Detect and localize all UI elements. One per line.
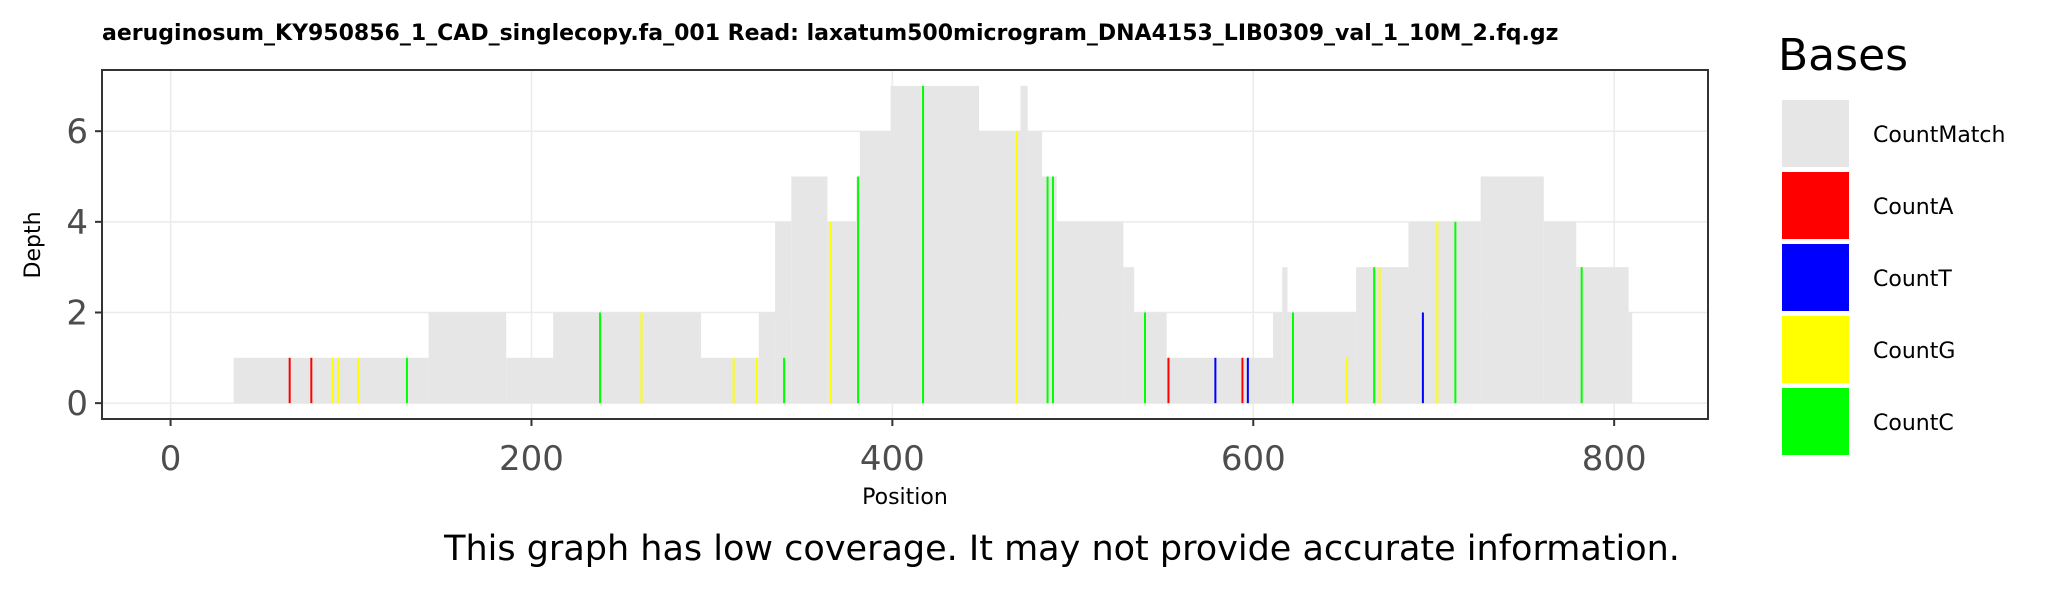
y-axis-label: Depth	[21, 211, 46, 278]
mismatch-bar-G	[1436, 221, 1439, 404]
legend: CountMatch CountA CountT CountG CountC	[1782, 100, 2005, 455]
mismatch-bar-C	[857, 176, 860, 404]
coverage-bar	[1042, 176, 1057, 404]
mismatch-bar-G	[830, 221, 833, 404]
y-tick-label: 6	[66, 112, 88, 152]
legend-swatch-countc	[1782, 388, 1849, 455]
mismatch-bar-T	[1421, 312, 1424, 404]
coverage-bar	[1282, 267, 1288, 404]
mismatch-bars	[288, 85, 1583, 404]
coverage-bar	[859, 131, 891, 404]
coverage-bar	[827, 221, 857, 404]
mismatch-bar-C	[599, 312, 602, 404]
mismatch-bar-G	[732, 357, 735, 404]
legend-label-counta: CountA	[1873, 195, 1953, 220]
mismatch-bar-T	[1246, 357, 1249, 404]
mismatch-bar-G	[1378, 267, 1381, 404]
mismatch-bar-C	[1051, 176, 1054, 404]
mismatch-bar-G	[1346, 357, 1349, 404]
coverage-bar	[701, 357, 759, 404]
mismatch-bar-A	[1167, 357, 1170, 404]
coverage-bar	[1273, 312, 1283, 404]
chart-title: aeruginosum_KY950856_1_CAD_singlecopy.fa…	[102, 21, 1558, 46]
legend-title: Bases	[1778, 30, 1908, 81]
mismatch-bar-G	[640, 312, 643, 404]
coverage-bar	[1628, 312, 1633, 404]
plot-border	[101, 69, 1709, 420]
coverage-bar	[506, 357, 554, 404]
coverage-bar	[1020, 85, 1028, 404]
mismatch-bar-C	[922, 85, 925, 404]
coverage-bar	[1166, 357, 1274, 404]
legend-swatch-countg	[1782, 316, 1849, 383]
coverage-bar	[758, 312, 776, 404]
coverage-bar	[1543, 221, 1577, 404]
mismatch-bar-A	[288, 357, 291, 404]
mismatch-bar-C	[1373, 267, 1376, 404]
coverage-bar	[553, 312, 702, 404]
coverage-bar	[978, 131, 1021, 404]
coverage-bar	[1027, 131, 1043, 404]
y-tick-label: 0	[66, 384, 88, 424]
coverage-bar	[233, 357, 429, 404]
y-axis-ticks: 0 2 4 6	[66, 112, 102, 424]
legend-label-countmatch: CountMatch	[1873, 123, 2005, 148]
mismatch-bar-C	[405, 357, 408, 404]
coverage-bar	[890, 85, 924, 404]
mismatch-bar-G	[337, 357, 340, 404]
mismatch-bar-T	[1214, 357, 1217, 404]
mismatch-bar-C	[1454, 221, 1457, 404]
coverage-bar	[1123, 267, 1135, 404]
coverage-bar	[791, 176, 828, 404]
x-axis-ticks: 0 200 400 600 800	[160, 419, 1647, 479]
mismatch-bar-G	[756, 357, 759, 404]
legend-label-countc: CountC	[1873, 411, 1954, 436]
coverage-bar	[1480, 176, 1544, 404]
low-coverage-caption: This graph has low coverage. It may not …	[443, 529, 1680, 569]
mismatch-bar-C	[1046, 176, 1049, 404]
coverage-bar	[1576, 267, 1629, 404]
mismatch-bar-A	[310, 357, 313, 404]
mismatch-bar-C	[783, 357, 786, 404]
x-axis-label: Position	[862, 485, 948, 510]
mismatch-bar-G	[357, 357, 360, 404]
legend-swatch-countt	[1782, 244, 1849, 311]
x-tick-label: 200	[499, 439, 564, 479]
coverage-bar	[428, 312, 507, 404]
mismatch-bar-G	[331, 357, 334, 404]
mismatch-bar-A	[1241, 357, 1244, 404]
coverage-bar	[775, 221, 792, 404]
coverage-bar	[1287, 312, 1357, 404]
mismatch-bar-G	[1015, 131, 1018, 404]
legend-label-countt: CountT	[1873, 267, 1952, 292]
legend-label-countg: CountG	[1873, 339, 1955, 364]
coverage-bar	[1356, 267, 1409, 404]
mismatch-bar-C	[1291, 312, 1294, 404]
y-tick-label: 4	[66, 203, 88, 243]
x-tick-label: 400	[860, 439, 925, 479]
coverage-bar	[1134, 312, 1167, 404]
coverage-bar	[1056, 221, 1124, 404]
mismatch-bar-C	[1580, 267, 1583, 404]
x-tick-label: 600	[1221, 439, 1286, 479]
coverage-bar	[1408, 221, 1481, 404]
x-tick-label: 800	[1582, 439, 1647, 479]
legend-swatch-counta	[1782, 172, 1849, 239]
mismatch-bar-C	[1143, 312, 1146, 404]
legend-swatch-countmatch	[1782, 100, 1849, 167]
x-tick-label: 0	[160, 439, 182, 479]
y-tick-label: 2	[66, 293, 88, 333]
coverage-bar	[923, 85, 979, 404]
